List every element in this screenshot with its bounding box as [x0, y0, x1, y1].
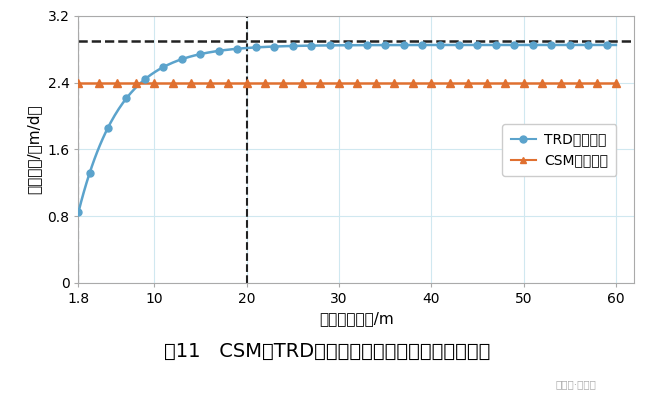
TRD综合工效 — [455, 42, 463, 47]
CSM综合工效 — [390, 80, 398, 85]
TRD综合工效 — [141, 77, 149, 82]
CSM综合工效 — [483, 80, 490, 85]
TRD综合工效 — [233, 46, 241, 51]
CSM综合工效 — [169, 80, 177, 85]
CSM综合工效 — [243, 80, 250, 85]
TRD综合工效 — [400, 43, 407, 48]
TRD综合工效 — [160, 65, 167, 70]
CSM综合工效 — [557, 80, 564, 85]
Text: 图11   CSM与TRD综合工效随水平施工长度变化规律: 图11 CSM与TRD综合工效随水平施工长度变化规律 — [164, 342, 490, 361]
TRD综合工效 — [529, 42, 537, 47]
TRD综合工效 — [381, 43, 389, 48]
TRD综合工效 — [215, 48, 223, 53]
TRD综合工效 — [473, 42, 481, 47]
TRD综合工效 — [603, 42, 611, 47]
CSM综合工效 — [261, 80, 269, 85]
X-axis label: 水平施工长度/m: 水平施工长度/m — [319, 312, 394, 327]
CSM综合工效 — [612, 80, 620, 85]
CSM综合工效 — [446, 80, 454, 85]
TRD综合工效 — [418, 42, 426, 47]
CSM综合工效 — [187, 80, 195, 85]
TRD综合工效 — [104, 125, 112, 130]
TRD综合工效 — [566, 42, 574, 47]
TRD综合工效 — [270, 44, 278, 49]
CSM综合工效 — [520, 80, 528, 85]
TRD综合工效 — [510, 42, 518, 47]
TRD综合工效 — [178, 57, 186, 62]
CSM综合工效 — [353, 80, 361, 85]
TRD综合工效 — [252, 45, 260, 50]
CSM综合工效 — [317, 80, 324, 85]
TRD综合工效 — [75, 209, 82, 214]
CSM综合工效 — [75, 80, 82, 85]
TRD综合工效 — [307, 43, 315, 48]
CSM综合工效 — [132, 80, 140, 85]
Line: TRD综合工效: TRD综合工效 — [75, 42, 610, 215]
Legend: TRD综合工效, CSM综合工效: TRD综合工效, CSM综合工效 — [502, 124, 616, 176]
CSM综合工效 — [409, 80, 417, 85]
TRD综合工效 — [86, 171, 94, 176]
TRD综合工效 — [492, 42, 500, 47]
TRD综合工效 — [196, 52, 204, 57]
CSM综合工效 — [150, 80, 158, 85]
Line: CSM综合工效: CSM综合工效 — [75, 78, 620, 87]
TRD综合工效 — [289, 44, 297, 48]
CSM综合工效 — [464, 80, 472, 85]
CSM综合工效 — [205, 80, 213, 85]
CSM综合工效 — [335, 80, 343, 85]
CSM综合工效 — [113, 80, 121, 85]
Y-axis label: 综合工效/（m/d）: 综合工效/（m/d） — [27, 105, 42, 194]
Text: 公众号·工法网: 公众号·工法网 — [555, 379, 596, 389]
CSM综合工效 — [538, 80, 546, 85]
TRD综合工效 — [122, 96, 130, 101]
CSM综合工效 — [279, 80, 287, 85]
CSM综合工效 — [298, 80, 306, 85]
CSM综合工效 — [501, 80, 509, 85]
TRD综合工效 — [344, 43, 352, 48]
CSM综合工效 — [594, 80, 602, 85]
CSM综合工效 — [224, 80, 232, 85]
TRD综合工效 — [547, 42, 555, 47]
CSM综合工效 — [427, 80, 435, 85]
CSM综合工效 — [95, 80, 103, 85]
TRD综合工效 — [363, 43, 371, 48]
TRD综合工效 — [326, 43, 334, 48]
TRD综合工效 — [436, 42, 444, 47]
CSM综合工效 — [575, 80, 583, 85]
CSM综合工效 — [372, 80, 380, 85]
TRD综合工效 — [584, 42, 592, 47]
